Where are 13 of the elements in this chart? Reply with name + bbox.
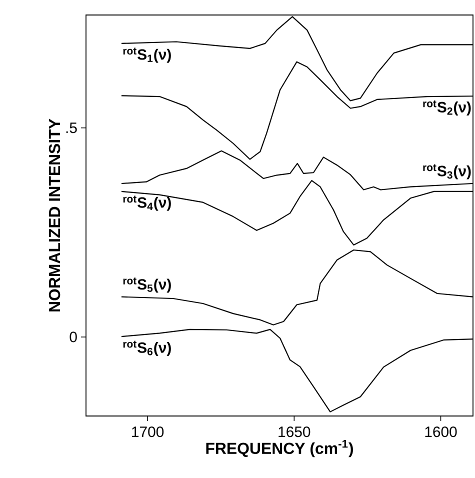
y-axis-title: NORMALIZED INTENSITY bbox=[48, 118, 60, 312]
x-axis-title: FREQUENCY (cm$^{-1}$) bbox=[206, 440, 353, 458]
x-tick-label: 1700 bbox=[132, 426, 164, 438]
series-label: $^{rot}$S$_{2}$(ν) bbox=[423, 100, 471, 116]
y-tick-label: .5 bbox=[66, 122, 77, 134]
x-tick-label: 1600 bbox=[425, 426, 457, 438]
series-label: $^{rot}$S$_{4}$(ν) bbox=[123, 196, 171, 211]
x-tick-label: 1650 bbox=[278, 426, 310, 438]
series-label: $^{rot}$S$_{3}$(ν) bbox=[423, 164, 471, 180]
y-tick-label: 0 bbox=[70, 332, 77, 342]
series-label: $^{rot}$S$_{6}$(ν) bbox=[123, 340, 171, 356]
series-label: $^{rot}$S$_{5}$(ν) bbox=[123, 278, 171, 293]
series-label: $^{rot}$S$_{1}$(ν) bbox=[123, 48, 171, 63]
